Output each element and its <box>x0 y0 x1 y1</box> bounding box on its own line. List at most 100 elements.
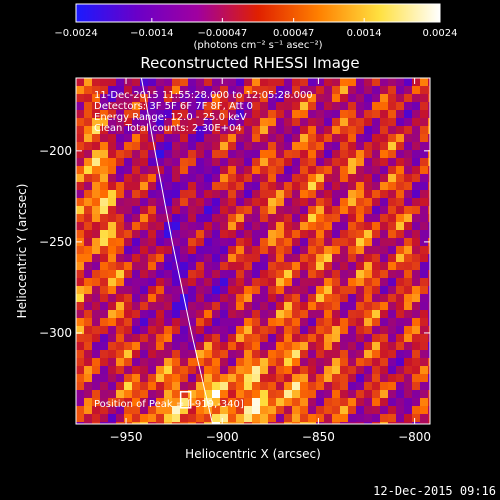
heatmap-cell <box>132 110 140 118</box>
heatmap-cell <box>364 318 372 326</box>
heatmap-cell <box>364 118 372 126</box>
heatmap-cell <box>140 238 148 246</box>
heatmap-cell <box>252 334 260 342</box>
heatmap-cell <box>180 110 188 118</box>
heatmap-cell <box>340 110 348 118</box>
heatmap-cell <box>308 414 316 422</box>
heatmap-cell <box>268 190 276 198</box>
heatmap-cell <box>308 198 316 206</box>
heatmap-cell <box>236 246 244 254</box>
heatmap-cell <box>396 302 404 310</box>
heatmap-cell <box>188 302 196 310</box>
heatmap-cell <box>180 78 188 86</box>
heatmap-cell <box>124 398 132 406</box>
heatmap-cell <box>124 326 132 334</box>
heatmap-cell <box>244 278 252 286</box>
heatmap-cell <box>292 294 300 302</box>
heatmap-cell <box>292 310 300 318</box>
heatmap-cell <box>388 302 396 310</box>
heatmap-cell <box>308 374 316 382</box>
heatmap-cell <box>324 198 332 206</box>
colorbar-ticks: −0.0024 −0.0014 −0.00047 0.00047 0.0014 0.002… <box>54 18 458 39</box>
heatmap-cell <box>116 270 124 278</box>
heatmap-cell <box>340 358 348 366</box>
heatmap-cell <box>132 270 140 278</box>
heatmap-cell <box>380 142 388 150</box>
heatmap-cell <box>292 142 300 150</box>
heatmap-cell <box>84 390 92 398</box>
heatmap-cell <box>180 406 188 414</box>
heatmap-cell <box>188 94 196 102</box>
heatmap-cell <box>244 286 252 294</box>
heatmap-cell <box>396 278 404 286</box>
heatmap-cell <box>348 422 356 424</box>
heatmap-cell <box>420 318 428 326</box>
y-axis-ticks: −200−250−300 <box>39 144 430 340</box>
heatmap-cell <box>284 94 292 102</box>
heatmap-cell <box>132 158 140 166</box>
heatmap-cell <box>76 382 84 390</box>
heatmap-cell <box>140 326 148 334</box>
heatmap-cell <box>284 398 292 406</box>
heatmap-cell <box>300 414 308 422</box>
heatmap-cell <box>156 190 164 198</box>
heatmap-cell <box>260 182 268 190</box>
heatmap-cell <box>204 326 212 334</box>
heatmap-cell <box>172 406 180 414</box>
heatmap-cell <box>380 310 388 318</box>
heatmap-cell <box>100 310 108 318</box>
heatmap-cell <box>196 246 204 254</box>
heatmap-cell <box>300 246 308 254</box>
heatmap-cell <box>420 182 428 190</box>
x-tick-label: −900 <box>206 430 239 444</box>
heatmap-cell <box>324 382 332 390</box>
heatmap-cell <box>372 278 380 286</box>
heatmap-cell <box>356 94 364 102</box>
heatmap-cell <box>356 174 364 182</box>
heatmap-cell <box>276 126 284 134</box>
heatmap-cell <box>412 206 420 214</box>
heatmap-cell <box>76 214 84 222</box>
heatmap-cell <box>420 278 428 286</box>
heatmap-cell <box>76 190 84 198</box>
heatmap-cell <box>228 310 236 318</box>
heatmap-cell <box>84 398 92 406</box>
heatmap-cell <box>260 358 268 366</box>
heatmap-cell <box>116 166 124 174</box>
heatmap-cell <box>332 78 340 86</box>
heatmap-cell <box>108 94 116 102</box>
heatmap-cell <box>340 406 348 414</box>
heatmap-cell <box>284 246 292 254</box>
heatmap-cell <box>420 174 428 182</box>
heatmap-cell <box>100 382 108 390</box>
heatmap-cell <box>412 142 420 150</box>
heatmap-cell <box>316 318 324 326</box>
heatmap-cell <box>84 222 92 230</box>
heatmap-cell <box>188 214 196 222</box>
heatmap-cell <box>196 118 204 126</box>
heatmap-cell <box>260 134 268 142</box>
heatmap-cell <box>100 366 108 374</box>
heatmap-cell <box>428 278 430 286</box>
heatmap-cell <box>428 366 430 374</box>
heatmap-cell <box>316 278 324 286</box>
heatmap-cell <box>196 150 204 158</box>
heatmap-cell <box>244 214 252 222</box>
heatmap-cell <box>164 302 172 310</box>
heatmap-cell <box>244 102 252 110</box>
heatmap-cell <box>212 86 220 94</box>
heatmap-cell <box>100 422 108 424</box>
heatmap-cell <box>260 374 268 382</box>
heatmap-cell <box>380 270 388 278</box>
heatmap-cell <box>92 318 100 326</box>
heatmap-cell <box>348 86 356 94</box>
heatmap-cell <box>300 278 308 286</box>
heatmap-cell <box>108 278 116 286</box>
heatmap-cell <box>164 206 172 214</box>
heatmap-cell <box>140 382 148 390</box>
heatmap-cell <box>388 294 396 302</box>
heatmap-cell <box>292 278 300 286</box>
heatmap-cell <box>116 310 124 318</box>
heatmap-cell <box>220 302 228 310</box>
heatmap-cell <box>412 110 420 118</box>
